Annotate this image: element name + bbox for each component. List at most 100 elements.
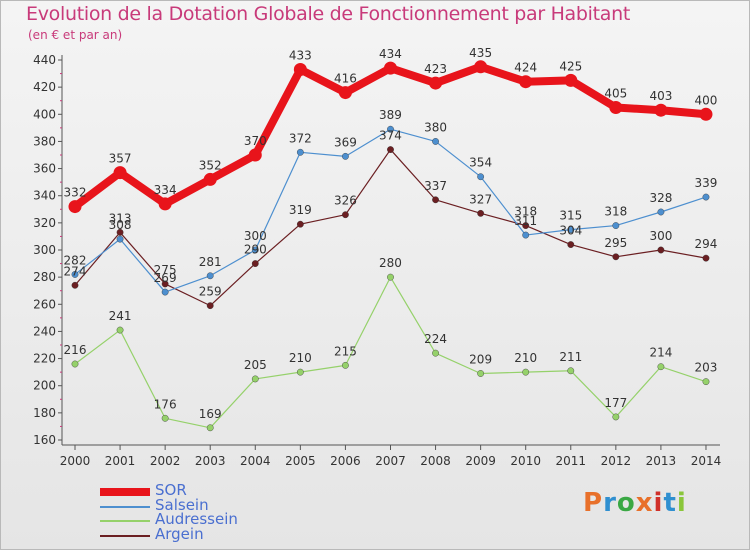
- legend-label: Argein: [155, 524, 204, 543]
- legend-label: Audressein: [155, 510, 238, 528]
- data-point: [612, 253, 620, 261]
- y-tick-label: 260: [33, 297, 56, 311]
- data-point: [251, 246, 259, 254]
- data-label: 354: [469, 156, 492, 170]
- data-label: 318: [514, 205, 537, 219]
- data-point: [387, 273, 394, 281]
- logo-letter: o: [616, 488, 636, 518]
- logo-letter: i: [653, 488, 664, 518]
- x-tick-label: 2001: [105, 454, 136, 468]
- data-point: [158, 197, 172, 211]
- y-tick-label: 420: [33, 80, 56, 94]
- data-point: [116, 326, 124, 334]
- data-point: [116, 235, 124, 243]
- data-label: 318: [604, 205, 627, 219]
- data-label: 374: [379, 129, 402, 143]
- data-label: 328: [649, 191, 672, 205]
- data-point: [161, 288, 169, 296]
- legend-label: Salsein: [155, 495, 209, 514]
- data-label: 224: [424, 332, 447, 346]
- series-sor: [68, 60, 713, 214]
- data-point: [296, 148, 304, 156]
- series-salsein: [71, 125, 710, 296]
- data-point: [342, 152, 349, 160]
- data-point: [567, 241, 575, 248]
- data-label: 282: [64, 253, 87, 267]
- legend-item-sor: SOR: [100, 481, 320, 500]
- y-tick-label: 220: [33, 352, 56, 366]
- data-label: 334: [154, 183, 177, 197]
- data-point: [519, 75, 533, 89]
- data-point: [702, 378, 710, 386]
- data-label: 425: [559, 59, 582, 73]
- data-label: 423: [424, 62, 447, 76]
- data-point: [612, 413, 620, 421]
- data-label: 434: [379, 47, 402, 61]
- data-label: 241: [109, 309, 132, 323]
- data-point: [564, 73, 578, 87]
- data-label: 435: [469, 46, 492, 60]
- data-label: 311: [514, 214, 537, 228]
- data-point: [474, 60, 488, 74]
- x-tick-label: 2010: [510, 454, 541, 468]
- data-point: [71, 271, 79, 278]
- data-point: [432, 138, 439, 145]
- x-tick-label: 2003: [195, 454, 226, 468]
- data-label: 369: [334, 135, 357, 149]
- data-point: [251, 375, 259, 383]
- x-tick-label: 2005: [285, 454, 316, 468]
- y-tick-label: 320: [33, 216, 56, 230]
- data-label: 339: [695, 176, 718, 190]
- y-tick-label: 360: [33, 162, 56, 176]
- data-label: 326: [334, 194, 357, 208]
- data-point: [68, 200, 82, 214]
- data-point: [248, 148, 262, 162]
- data-label: 424: [514, 61, 537, 75]
- data-point: [116, 228, 124, 236]
- data-point: [702, 254, 710, 262]
- data-point: [522, 222, 530, 229]
- data-point: [342, 361, 349, 369]
- y-tick-label: 340: [33, 189, 56, 203]
- data-point: [206, 424, 214, 432]
- data-point: [203, 172, 217, 186]
- y-tick-label: 300: [33, 243, 56, 257]
- data-point: [657, 208, 665, 216]
- data-point: [477, 209, 485, 217]
- data-label: 313: [109, 211, 132, 225]
- data-label: 295: [604, 236, 627, 250]
- data-label: 210: [289, 351, 312, 365]
- data-point: [206, 302, 214, 310]
- data-label: 370: [244, 134, 267, 148]
- y-tick-label: 160: [33, 433, 56, 447]
- data-point: [477, 173, 485, 181]
- data-label: 294: [695, 237, 718, 251]
- data-point: [387, 125, 394, 133]
- x-tick-label: 2014: [691, 454, 722, 468]
- logo-letter: r: [603, 488, 617, 518]
- data-point: [387, 146, 394, 153]
- x-tick-label: 2000: [60, 454, 91, 468]
- legend-item-audressein: Audressein: [100, 510, 320, 529]
- data-point: [654, 103, 668, 117]
- data-label: 433: [289, 49, 312, 63]
- y-tick-label: 200: [33, 379, 56, 393]
- chart-title: Evolution de la Dotation Globale de Fonc…: [26, 3, 631, 25]
- y-tick-label: 400: [33, 107, 56, 121]
- y-tick-label: 240: [33, 324, 56, 338]
- x-tick-label: 2007: [375, 454, 406, 468]
- data-point: [296, 368, 304, 376]
- data-label: 300: [244, 229, 267, 243]
- data-point: [71, 281, 79, 289]
- data-label: 259: [199, 285, 222, 299]
- data-label: 389: [379, 108, 402, 122]
- data-label: 290: [244, 243, 267, 257]
- data-label: 315: [559, 209, 582, 223]
- legend-swatch: [100, 520, 150, 522]
- data-label: 319: [289, 203, 312, 217]
- data-label: 380: [424, 120, 447, 134]
- data-label: 300: [649, 229, 672, 243]
- y-tick-label: 440: [33, 53, 56, 67]
- logo-letter: x: [635, 488, 654, 518]
